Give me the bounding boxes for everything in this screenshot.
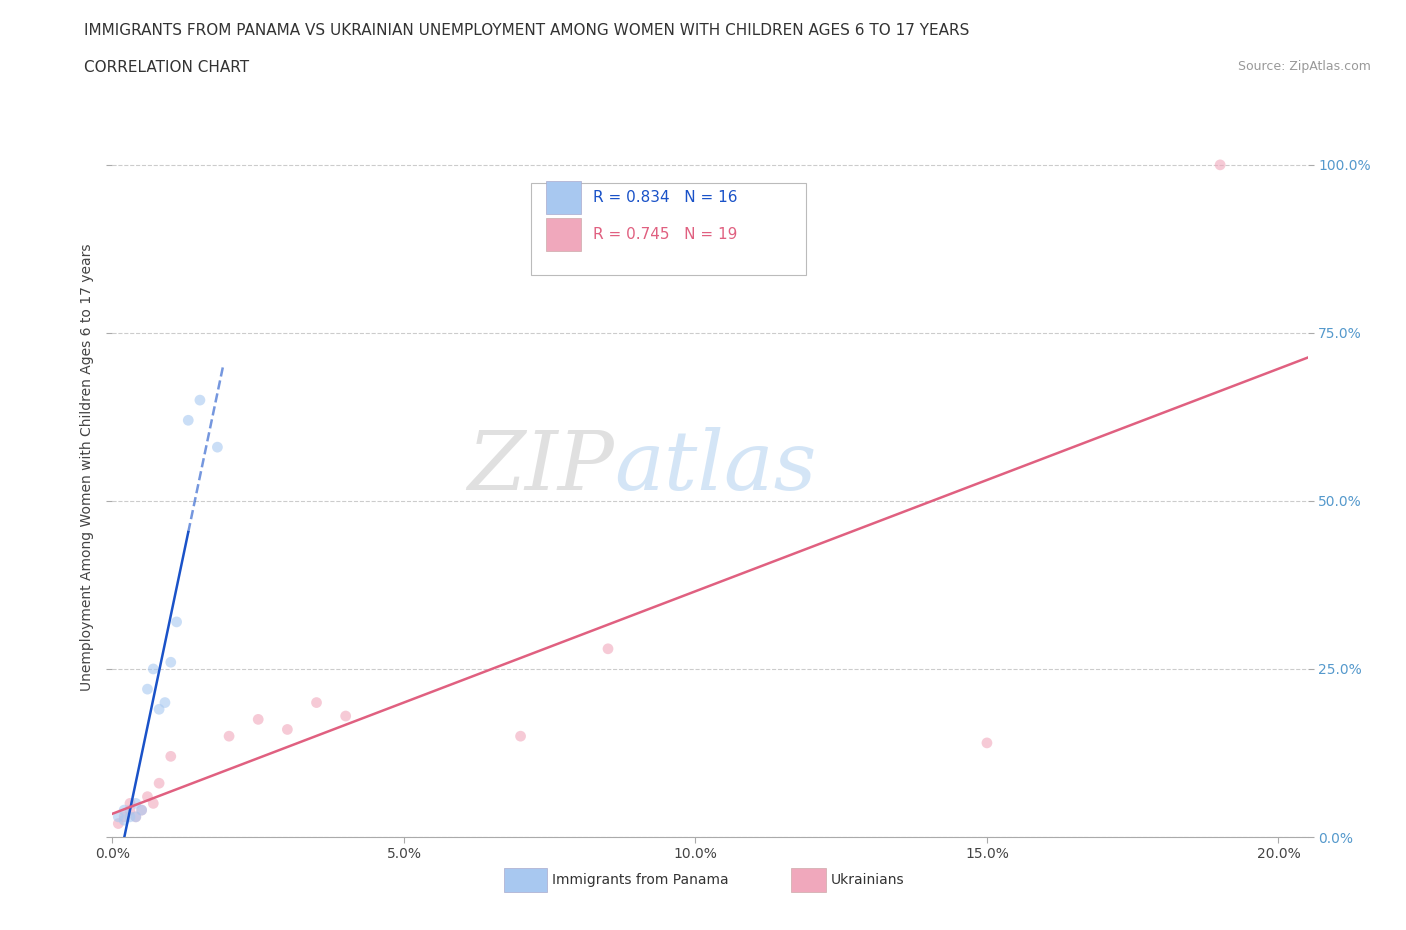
Point xyxy=(976,736,998,751)
Point xyxy=(247,712,270,727)
Point xyxy=(596,642,619,657)
Point xyxy=(153,695,176,710)
Point xyxy=(142,796,165,811)
Point xyxy=(148,776,170,790)
Text: ZIP: ZIP xyxy=(468,427,614,508)
Point xyxy=(118,796,141,811)
Point xyxy=(136,682,159,697)
Point xyxy=(125,809,148,824)
Text: CORRELATION CHART: CORRELATION CHART xyxy=(84,60,249,75)
Text: Immigrants from Panama: Immigrants from Panama xyxy=(553,873,728,887)
FancyBboxPatch shape xyxy=(547,181,581,214)
Text: R = 0.834   N = 16: R = 0.834 N = 16 xyxy=(593,190,737,205)
FancyBboxPatch shape xyxy=(505,868,547,892)
Text: IMMIGRANTS FROM PANAMA VS UKRAINIAN UNEMPLOYMENT AMONG WOMEN WITH CHILDREN AGES : IMMIGRANTS FROM PANAMA VS UKRAINIAN UNEM… xyxy=(84,23,970,38)
Text: atlas: atlas xyxy=(614,427,817,508)
Text: R = 0.745   N = 19: R = 0.745 N = 19 xyxy=(593,227,737,242)
Point xyxy=(148,702,170,717)
FancyBboxPatch shape xyxy=(531,182,806,275)
Point xyxy=(118,809,141,824)
Point xyxy=(112,813,135,828)
Point xyxy=(276,722,298,737)
Y-axis label: Unemployment Among Women with Children Ages 6 to 17 years: Unemployment Among Women with Children A… xyxy=(80,244,94,691)
Point xyxy=(159,749,181,764)
Point xyxy=(166,615,188,630)
Point xyxy=(131,803,153,817)
Point xyxy=(335,709,357,724)
Point xyxy=(1209,157,1232,172)
Text: Source: ZipAtlas.com: Source: ZipAtlas.com xyxy=(1237,60,1371,73)
Text: Ukrainians: Ukrainians xyxy=(831,873,904,887)
Point xyxy=(207,440,229,455)
Point xyxy=(188,392,211,407)
Point xyxy=(142,661,165,676)
Point xyxy=(136,790,159,804)
Point xyxy=(118,803,141,817)
Point xyxy=(125,809,148,824)
FancyBboxPatch shape xyxy=(547,219,581,251)
Point xyxy=(112,803,135,817)
Point xyxy=(107,809,129,824)
FancyBboxPatch shape xyxy=(792,868,825,892)
Point xyxy=(125,796,148,811)
Point xyxy=(305,695,328,710)
Point xyxy=(509,729,531,744)
Point xyxy=(131,803,153,817)
Point xyxy=(177,413,200,428)
Point xyxy=(159,655,181,670)
Point xyxy=(218,729,240,744)
Point xyxy=(107,817,129,831)
Point xyxy=(112,809,135,824)
